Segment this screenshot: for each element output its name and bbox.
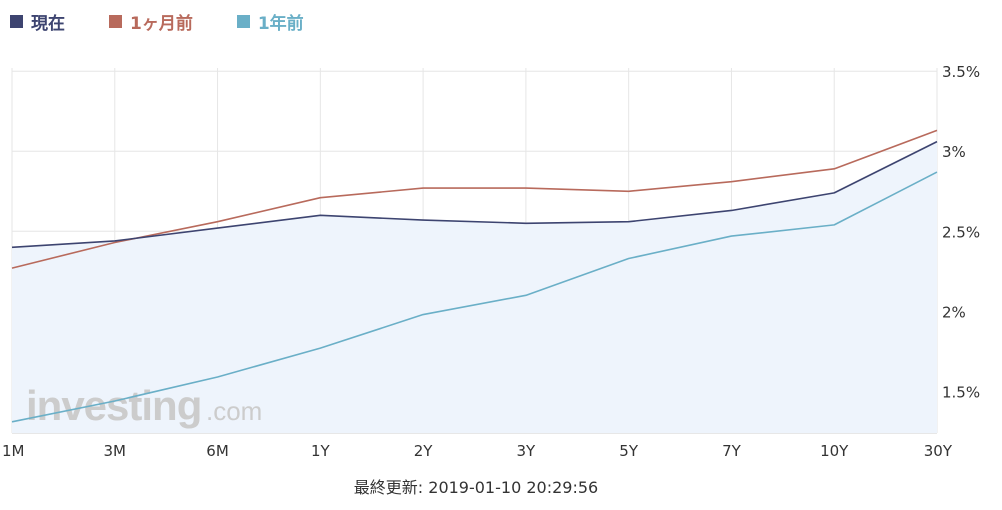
- series-line-1-month-ago: [11, 129, 938, 269]
- y-axis: 3.5% 3% 2.5% 2% 1.5%: [942, 63, 980, 401]
- legend-swatch-current: [10, 14, 23, 28]
- x-tick-label: 3M: [104, 442, 127, 460]
- y-tick-label: 1.5%: [942, 383, 980, 401]
- legend-item-current[interactable]: 現在: [10, 9, 65, 34]
- series-line-current: [11, 140, 938, 249]
- legend-label-1-month-ago: 1ヶ月前: [130, 13, 193, 34]
- x-tick-label: 1M: [2, 442, 25, 460]
- watermark: investing .com: [26, 382, 262, 429]
- y-tick-label: 3%: [942, 143, 966, 161]
- area-fill: [12, 141, 937, 433]
- legend-label-1-year-ago: 1年前: [257, 13, 304, 34]
- legend-label-current: 現在: [31, 13, 65, 34]
- x-tick-label: 2Y: [414, 442, 434, 460]
- x-tick-label: 7Y: [722, 442, 742, 460]
- legend-item-1-month-ago[interactable]: 1ヶ月前: [109, 9, 193, 34]
- y-tick-label: 2.5%: [942, 223, 980, 241]
- x-axis: 1M 3M 6M 1Y 2Y 3Y 5Y 7Y 10Y 30Y: [2, 442, 953, 460]
- x-tick-label: 5Y: [619, 442, 639, 460]
- legend-swatch-1-month-ago: [109, 14, 122, 28]
- area-current: [12, 141, 937, 433]
- watermark-dotcom: .com: [206, 396, 262, 426]
- series-lines: [11, 129, 938, 423]
- y-tick-label: 3.5%: [942, 63, 980, 81]
- x-tick-label: 30Y: [924, 442, 953, 460]
- y-tick-label: 2%: [942, 303, 966, 321]
- x-tick-label: 1Y: [311, 442, 331, 460]
- x-tick-label: 6M: [206, 442, 229, 460]
- last-updated-text: 最終更新: 2019-01-10 20:29:56: [353, 478, 599, 497]
- x-tick-label: 3Y: [517, 442, 537, 460]
- legend-swatch-1-year-ago: [236, 14, 250, 28]
- legend-item-1-year-ago[interactable]: 1年前: [236, 9, 304, 34]
- legend: 現在 1ヶ月前 1年前: [10, 8, 348, 34]
- series-line-1-year-ago: [11, 171, 938, 423]
- x-tick-label: 10Y: [820, 442, 849, 460]
- watermark-investing: investing: [26, 382, 201, 429]
